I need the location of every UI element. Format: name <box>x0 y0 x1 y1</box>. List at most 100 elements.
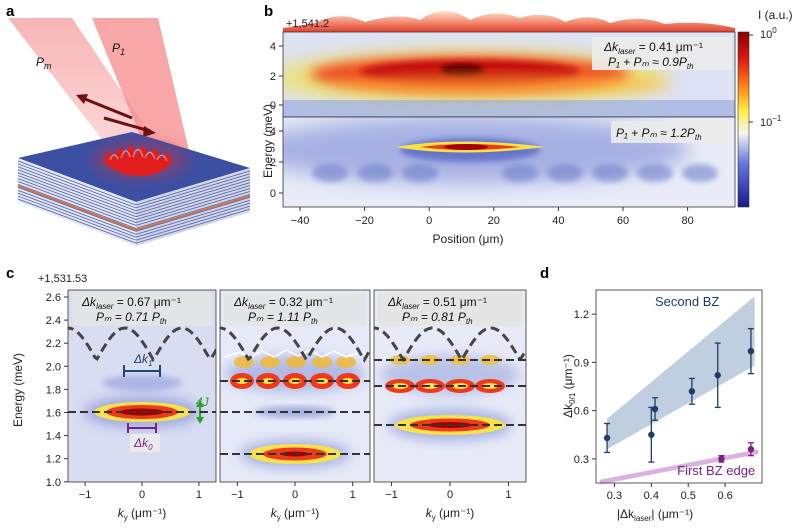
d-plot: 0.3 0.6 0.9 1.2 0.3 0.4 0.5 0.6 Second BZ First B… <box>574 289 763 502</box>
c-ytick: 1.4 <box>46 431 61 443</box>
first-bz-point <box>747 446 755 453</box>
d-xtick: 0.4 <box>644 490 659 502</box>
c-xtick: −1 <box>79 489 92 501</box>
c-xlabel: ky (μm⁻¹) <box>271 506 320 522</box>
b-colorbar: I (a.u.) 100 10−1 <box>737 8 793 208</box>
pump-m-label: Pm <box>36 55 52 71</box>
b-ytick: 4 <box>270 41 276 53</box>
c-annotation-box-1 <box>72 292 212 326</box>
c-ytick: 2.4 <box>46 315 61 327</box>
d-ytick: 0.9 <box>574 357 589 369</box>
panel-d: d 0.3 0.6 0.9 1.2 0.3 0.4 0.5 0.6 Second BZ First… <box>540 265 763 523</box>
dk0-label: Δk0 <box>133 436 153 452</box>
c-ytick: 1.0 <box>46 477 61 489</box>
c-xlabel: ky (μm⁻¹) <box>426 506 475 522</box>
c-annotation-box-2 <box>224 292 366 326</box>
pump-beam-1 <box>92 18 190 160</box>
second-bz-point <box>648 431 655 438</box>
b-xtick: −20 <box>355 215 374 227</box>
c-annotation-pm-2: Pₘ = 1.11 Pth <box>248 310 318 326</box>
panel-a: a Pm P1 <box>6 3 251 246</box>
c-annotation-pm-1: Pₘ = 0.71 Pth <box>96 310 167 326</box>
c-annotation-dk-3: Δklaser = 0.51 μm⁻¹ <box>387 295 487 311</box>
microcavity-slab <box>17 132 251 246</box>
cbar-tick-top: 100 <box>760 26 777 41</box>
c-xlabel: ky (μm⁻¹) <box>118 506 167 522</box>
d-xtick: 0.6 <box>717 490 732 502</box>
b-bottom-annotation: P₁ + Pₘ ≈ 1.2Pth <box>616 126 702 142</box>
c-annotation-dk-2: Δklaser = 0.32 μm⁻¹ <box>233 295 333 311</box>
panel-label-d: d <box>540 265 549 282</box>
c-ytick: 2.2 <box>46 338 61 350</box>
c-annotation-pm-3: Pₘ = 0.81 Pth <box>402 310 473 326</box>
four-j-label: 4J <box>196 395 210 409</box>
c-subpanel-2 <box>219 289 371 483</box>
second-bz-label: Second BZ <box>655 294 719 309</box>
c-xtick: 1 <box>350 489 356 501</box>
momentum-arrows <box>76 94 156 137</box>
d-ytick: 0.6 <box>574 406 589 418</box>
c-xtick: −1 <box>385 489 398 501</box>
b-top-annotation-line1: Δklaser = 0.41 μm⁻¹ <box>603 40 703 56</box>
b-xtick: 80 <box>681 215 693 227</box>
d-ylabel: Δk0/1 (μm⁻¹) <box>561 354 577 418</box>
c-xtick: 1 <box>505 489 511 501</box>
c-xtick: −1 <box>231 489 244 501</box>
b-map-above-threshold: P₁ + Pₘ ≈ 1.2Pth <box>282 116 736 208</box>
c-ytick: 2.0 <box>46 361 61 373</box>
b-ytick: 0 <box>270 100 276 112</box>
c-ylabel: Energy (meV) <box>11 353 25 427</box>
second-bz-point <box>688 388 696 395</box>
panel-label-b: b <box>264 3 273 20</box>
c-annotation-dk-1: Δklaser = 0.67 μm⁻¹ <box>81 295 181 311</box>
c-axes: 2.6 2.4 2.2 2.0 1.8 1.6 1.4 1.2 1.0 −1 0 1 ky (μm⁻¹)… <box>46 292 512 522</box>
c-xtick: 1 <box>196 489 202 501</box>
panel-b: b +1,541.2 Δklaser = 0.41 μm⁻¹ P₁ + Pₘ ≈… <box>261 3 793 246</box>
b-map-below-threshold: Δklaser = 0.41 μm⁻¹ P₁ + Pₘ ≈ 0.9Pth <box>282 31 736 118</box>
first-bz-point <box>718 455 725 463</box>
b-ylabel: Energy (meV) <box>261 104 275 178</box>
cbar-tick-mid: 10−1 <box>760 114 782 129</box>
d-xtick: 0.3 <box>607 490 622 502</box>
b-ytick: 2 <box>270 157 276 169</box>
b-xlabel: Position (μm) <box>433 232 504 246</box>
c-ytick: 1.8 <box>46 384 61 396</box>
b-offset-label: +1,541.2 <box>286 18 329 30</box>
b-top-annotation-box <box>592 37 732 70</box>
panel-c: c +1,531.53 Energy (meV) <box>6 265 527 522</box>
b-xtick: 0 <box>426 215 432 227</box>
c-offset-label: +1,531.53 <box>38 273 87 285</box>
intensity-profile <box>283 11 735 32</box>
c-dispersion-3 <box>374 326 526 426</box>
c-annotation-box-3 <box>378 292 522 326</box>
condensate-fringes <box>92 140 188 180</box>
c-dispersion-1 <box>68 326 216 413</box>
c-ytick: 1.2 <box>46 454 61 466</box>
b-xtick: −40 <box>291 215 310 227</box>
b-xtick: 20 <box>488 215 500 227</box>
d-xlabel: |Δklaser| (μm⁻¹) <box>617 507 693 523</box>
c-markers: Δk1 Δk0 4J <box>123 352 210 452</box>
b-xtick: 40 <box>552 215 564 227</box>
dk1-label: Δk1 <box>133 352 153 368</box>
panel-label-a: a <box>6 3 15 20</box>
pump-1-label: P1 <box>112 41 125 57</box>
b-ytick: 2 <box>270 71 276 83</box>
b-xtick: 60 <box>617 215 629 227</box>
c-xtick: 0 <box>139 489 145 501</box>
second-bz-band <box>607 296 755 450</box>
panel-label-c: c <box>6 265 14 282</box>
c-ytick: 1.6 <box>46 408 61 420</box>
c-dispersion-2 <box>220 326 370 455</box>
d-xtick: 0.5 <box>681 490 696 502</box>
b-ytick: 4 <box>270 126 276 138</box>
second-bz-point <box>747 347 755 355</box>
second-bz-point <box>651 405 659 413</box>
c-xtick: 0 <box>447 489 453 501</box>
d-ytick: 1.2 <box>574 309 589 321</box>
second-bz-point <box>714 372 721 379</box>
b-bottom-annotation-box <box>611 121 732 143</box>
